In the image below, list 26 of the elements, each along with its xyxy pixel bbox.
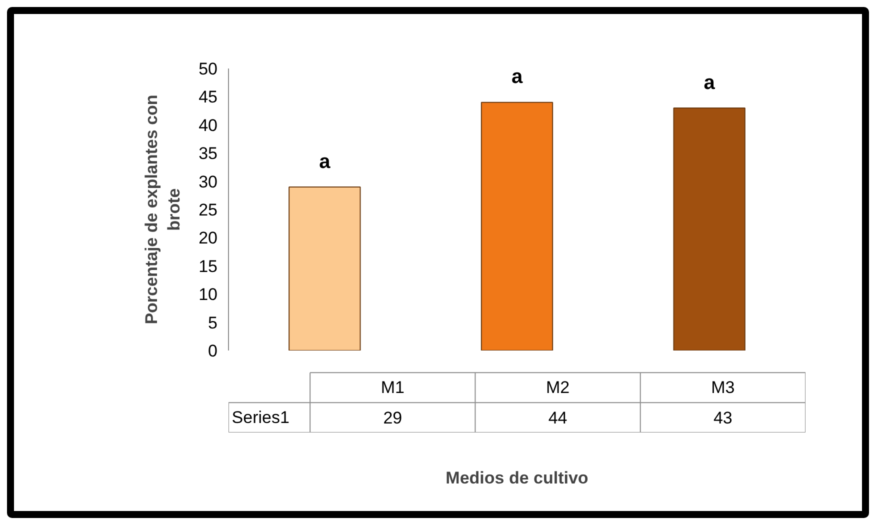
x-tick-label: M1 [380,378,404,398]
data-label: 43 [713,408,732,428]
x-tick-label: M3 [711,378,735,398]
y-tick-label: 35 [198,144,218,164]
y-tick-label: 5 [208,313,218,332]
data-label: 29 [383,408,402,428]
bar [480,102,554,350]
y-tick-label: 15 [198,256,218,276]
x-axis-title: Medios de cultivo [446,468,588,488]
y-axis-title: Porcentaje de explantes con brote [142,94,184,324]
y-tick-label: 30 [198,172,218,192]
y-tick-label: 0 [208,342,218,360]
y-tick-label: 40 [198,116,218,135]
data-label: 44 [548,408,568,428]
x-tick-label: M2 [546,378,570,398]
y-tick-label: 45 [198,88,218,107]
text: Series1 [232,408,290,428]
y-tick-label: 20 [198,228,218,248]
bar [288,186,361,350]
annotation: a [319,150,332,173]
y-tick-label: 25 [198,200,218,220]
annotation: a [511,66,524,88]
y-tick-label: 50 [198,60,218,78]
bar [673,107,746,350]
y-tick-label: 10 [198,285,218,304]
annotation: a [704,72,716,94]
